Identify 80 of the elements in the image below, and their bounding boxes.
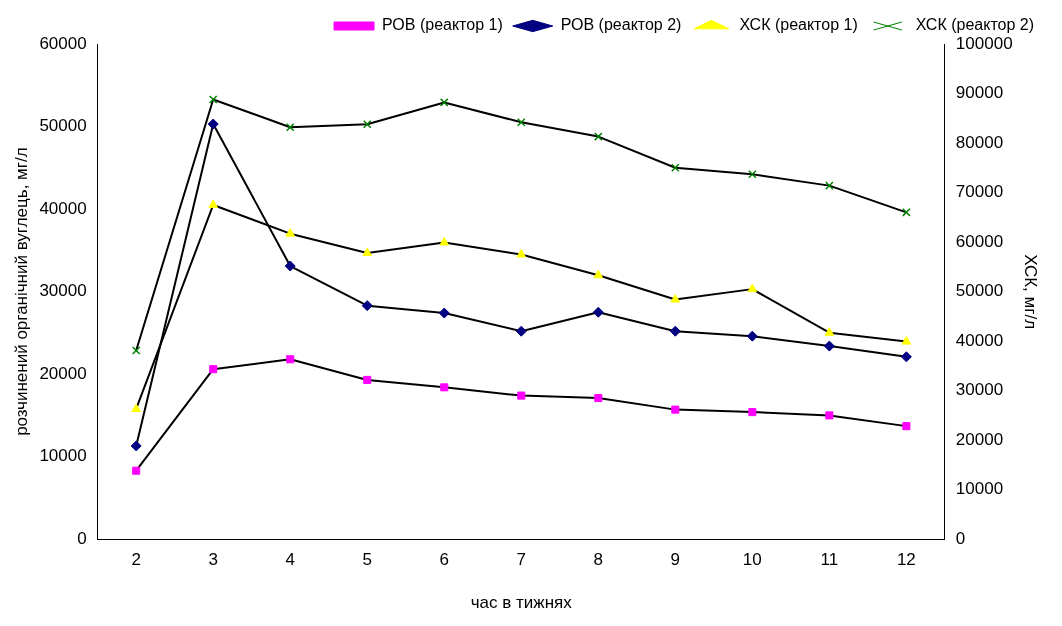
x-tick-label: 11 bbox=[820, 550, 839, 570]
point bbox=[209, 365, 218, 374]
point bbox=[362, 247, 373, 256]
point bbox=[901, 336, 912, 345]
y-tick-label: 0 bbox=[77, 528, 87, 548]
x-tick-label: 6 bbox=[439, 550, 449, 570]
point bbox=[902, 422, 911, 431]
point bbox=[285, 228, 296, 237]
point bbox=[594, 132, 603, 141]
point bbox=[594, 394, 603, 403]
point bbox=[131, 403, 142, 412]
point bbox=[131, 346, 141, 355]
x-tick-label: 5 bbox=[362, 550, 372, 570]
y2-tick-label: 10000 bbox=[955, 479, 1004, 499]
y2-tick-label: 100000 bbox=[955, 33, 1013, 53]
y-tick-label: 30000 bbox=[39, 281, 87, 301]
point bbox=[439, 98, 449, 107]
x-tick-label: 3 bbox=[208, 550, 218, 570]
point bbox=[438, 307, 450, 319]
y2-tick-label: 90000 bbox=[955, 83, 1004, 103]
point bbox=[286, 355, 295, 364]
point bbox=[440, 383, 449, 392]
point bbox=[208, 95, 218, 104]
point bbox=[824, 327, 835, 336]
y2-tick-label: 0 bbox=[955, 528, 966, 548]
point bbox=[285, 122, 295, 132]
point bbox=[207, 118, 219, 130]
point bbox=[284, 260, 296, 272]
point bbox=[825, 411, 834, 420]
y2-axis-title: ХСК, мг/л bbox=[1021, 254, 1041, 330]
x-tick-label: 8 bbox=[593, 550, 604, 570]
point bbox=[671, 405, 680, 414]
point bbox=[592, 306, 604, 318]
x-axis-title: час в тижнях bbox=[470, 593, 573, 613]
y-tick-label: 40000 bbox=[39, 198, 87, 218]
point bbox=[517, 391, 526, 400]
y-tick-label: 20000 bbox=[39, 363, 87, 383]
point bbox=[362, 119, 372, 129]
legend-label: ХСК (реактор 1) bbox=[739, 16, 858, 34]
point bbox=[900, 351, 912, 363]
x-tick-label: 10 bbox=[742, 550, 762, 570]
point bbox=[516, 117, 526, 127]
y2-tick-label: 60000 bbox=[955, 231, 1004, 251]
point bbox=[130, 440, 142, 452]
point bbox=[748, 169, 757, 179]
point bbox=[746, 330, 758, 342]
y2-tick-label: 70000 bbox=[955, 182, 1004, 202]
y-tick-label: 60000 bbox=[39, 33, 87, 53]
legend-label: РОВ (реактор 1) bbox=[382, 16, 503, 34]
point bbox=[516, 248, 527, 258]
y-tick-label: 50000 bbox=[39, 116, 87, 136]
y2-tick-label: 40000 bbox=[955, 330, 1004, 350]
point bbox=[669, 325, 681, 337]
point bbox=[823, 340, 835, 352]
y2-tick-label: 20000 bbox=[955, 429, 1004, 449]
y-axis-title: розчинений органічний вуглець, мг/л bbox=[11, 147, 31, 436]
point bbox=[671, 163, 680, 173]
x-tick-label: 9 bbox=[670, 550, 681, 570]
point bbox=[670, 294, 681, 303]
x-tick-label: 4 bbox=[285, 550, 295, 570]
legend-label: РОВ (реактор 2) bbox=[560, 16, 682, 34]
point bbox=[439, 237, 450, 246]
y-tick-label: 10000 bbox=[39, 446, 87, 466]
point bbox=[748, 408, 757, 417]
point bbox=[132, 466, 141, 475]
point bbox=[747, 283, 758, 293]
point bbox=[361, 300, 373, 312]
x-tick-label: 2 bbox=[131, 550, 141, 570]
x-tick-label: 7 bbox=[516, 550, 527, 570]
point bbox=[515, 325, 527, 337]
x-tick-label: 12 bbox=[896, 550, 916, 570]
y2-tick-label: 80000 bbox=[955, 132, 1004, 152]
point bbox=[593, 269, 604, 279]
y2-tick-label: 50000 bbox=[955, 281, 1004, 301]
y2-tick-label: 30000 bbox=[955, 380, 1004, 400]
point bbox=[363, 375, 372, 384]
point bbox=[208, 199, 219, 208]
point bbox=[902, 208, 911, 217]
legend-label: ХСК (реактор 2) bbox=[915, 16, 1034, 34]
point bbox=[825, 181, 834, 190]
